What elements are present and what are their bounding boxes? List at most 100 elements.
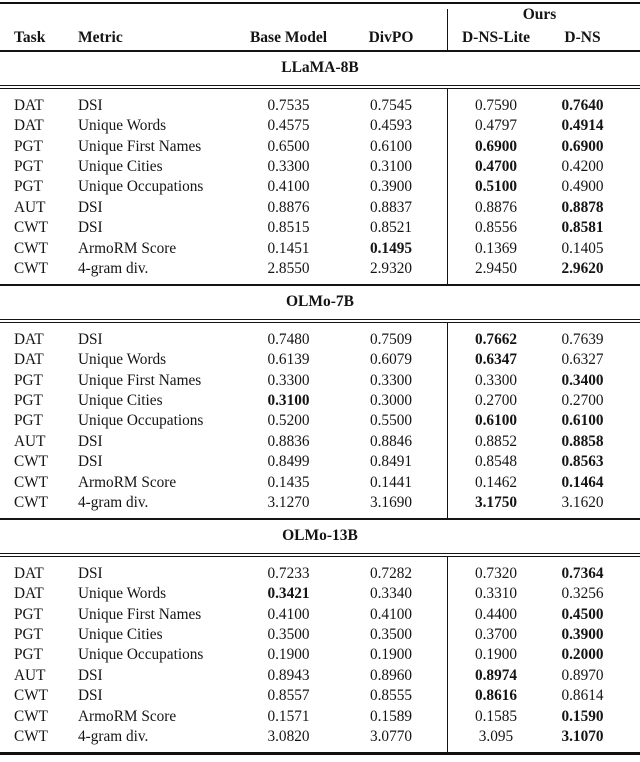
- value-cell-d-ns-lite: 0.8616: [474, 687, 518, 705]
- value-cell-d-ns: 0.4500: [561, 605, 604, 623]
- value-cell-base-model: 0.3421: [267, 585, 310, 603]
- value-cell-d-ns: 0.8581: [561, 219, 604, 237]
- value-cell-divpo: 0.3900: [369, 178, 413, 196]
- task-cell: CWT: [14, 494, 48, 511]
- table-row: PGT Unique Cities 0.3100 0.3000 0.2700 0.2700: [0, 391, 640, 411]
- value-cell-base-model: 0.1435: [267, 473, 310, 491]
- value-cell-divpo: 0.1495: [369, 239, 413, 257]
- header-rule: [0, 50, 640, 52]
- task-cell: PGT: [14, 158, 43, 176]
- task-cell: PGT: [14, 392, 43, 410]
- value-cell-base-model: 0.3300: [267, 158, 310, 176]
- value-cell-base-model: 3.0820: [267, 728, 310, 745]
- value-cell-divpo: 0.6100: [369, 137, 413, 155]
- task-cell: CWT: [14, 473, 48, 491]
- table-row: CWT 4-gram div. 3.1270 3.1690 3.1750 3.1620: [0, 493, 640, 513]
- value-cell-d-ns-lite: 0.3300: [474, 371, 518, 389]
- value-cell-base-model: 0.4575: [267, 117, 310, 135]
- value-cell-divpo: 0.8846: [369, 432, 413, 450]
- value-cell-d-ns-lite: 0.3310: [474, 585, 518, 603]
- task-cell: DAT: [14, 351, 44, 369]
- metric-cell: 4-gram div.: [78, 260, 149, 277]
- task-cell: CWT: [14, 453, 48, 471]
- metric-cell: Unique Words: [78, 117, 167, 135]
- section-title: LLaMA-8B: [281, 59, 359, 77]
- value-cell-d-ns-lite: 0.6347: [474, 351, 518, 369]
- metric-cell: Unique First Names: [78, 371, 202, 389]
- table-row: CWT DSI 0.8557 0.8555 0.8616 0.8614: [0, 686, 640, 706]
- value-cell-d-ns: 0.4200: [561, 158, 604, 176]
- table-row: DAT DSI 0.7535 0.7545 0.7590 0.7640: [0, 96, 640, 116]
- value-cell-base-model: 0.6500: [267, 137, 310, 155]
- value-cell-base-model: 0.1451: [267, 239, 310, 257]
- metric-cell: Unique Occupations: [78, 178, 204, 196]
- value-cell-d-ns-lite: 0.1462: [474, 473, 518, 491]
- task-cell: CWT: [14, 239, 48, 257]
- value-cell-divpo: 0.1900: [369, 646, 413, 664]
- top-rule: [0, 2, 640, 5]
- table-row: PGT Unique Cities 0.3300 0.3100 0.4700 0.4200: [0, 157, 640, 177]
- metric-cell: DSI: [78, 453, 103, 471]
- column-divider: [446, 89, 448, 285]
- task-cell: DAT: [14, 564, 44, 582]
- value-cell-d-ns: 0.6100: [561, 412, 604, 430]
- value-cell-d-ns-lite: 0.7662: [474, 330, 518, 348]
- metric-cell: DSI: [78, 666, 103, 684]
- value-cell-divpo: 0.1441: [369, 473, 413, 491]
- value-cell-base-model: 0.8557: [267, 687, 310, 705]
- task-cell: PGT: [14, 412, 43, 430]
- task-cell: PGT: [14, 371, 43, 389]
- value-cell-d-ns: 0.7639: [561, 330, 604, 348]
- table-row: AUT DSI 0.8943 0.8960 0.8974 0.8970: [0, 666, 640, 686]
- table-row: PGT Unique Occupations 0.5200 0.5500 0.6100 0…: [0, 411, 640, 431]
- value-cell-d-ns: 3.1070: [561, 728, 604, 745]
- table-row: PGT Unique First Names 0.4100 0.4100 0.4400 0…: [0, 605, 640, 625]
- value-cell-d-ns-lite: 0.3700: [474, 626, 518, 644]
- table-row: CWT DSI 0.8515 0.8521 0.8556 0.8581: [0, 218, 640, 238]
- value-cell-d-ns-lite: 0.4700: [474, 158, 518, 176]
- table-row: CWT ArmoRM Score 0.1435 0.1441 0.1462 0.1464: [0, 473, 640, 493]
- task-cell: AUT: [14, 432, 46, 450]
- column-divider: [446, 9, 448, 51]
- value-cell-divpo: 0.8837: [369, 198, 413, 216]
- value-cell-divpo: 2.9320: [369, 260, 413, 277]
- value-cell-divpo: 0.5500: [369, 412, 413, 430]
- value-cell-divpo: 3.1690: [369, 494, 413, 511]
- value-cell-d-ns: 0.8614: [561, 687, 604, 705]
- metric-cell: DSI: [78, 96, 103, 114]
- value-cell-d-ns-lite: 0.7590: [474, 96, 518, 114]
- value-cell-base-model: 0.3500: [267, 626, 310, 644]
- value-cell-d-ns: 0.8563: [561, 453, 604, 471]
- value-cell-base-model: 0.8943: [267, 666, 310, 684]
- column-divider: [446, 323, 448, 519]
- metric-cell: DSI: [78, 198, 103, 216]
- table-row: CWT ArmoRM Score 0.1451 0.1495 0.1369 0.1405: [0, 239, 640, 259]
- value-cell-d-ns: 3.1620: [561, 494, 604, 511]
- section-title: OLMo-13B: [282, 527, 358, 545]
- table-row: CWT ArmoRM Score 0.1571 0.1589 0.1585 0.1590: [0, 707, 640, 727]
- col-header-task: Task: [14, 29, 46, 47]
- task-cell: CWT: [14, 219, 48, 237]
- table-row: PGT Unique Occupations 0.1900 0.1900 0.1900 0…: [0, 645, 640, 665]
- metric-cell: Unique Occupations: [78, 646, 204, 664]
- table-row: PGT Unique First Names 0.3300 0.3300 0.3300 0…: [0, 371, 640, 391]
- col-header-d-ns-lite: D-NS-Lite: [461, 29, 531, 47]
- metric-cell: DSI: [78, 687, 103, 705]
- col-header-base-model: Base Model: [249, 29, 328, 47]
- value-cell-d-ns: 0.4900: [561, 178, 604, 196]
- section-rule: [0, 284, 640, 286]
- task-cell: CWT: [14, 260, 48, 277]
- col-header-d-ns: D-NS: [564, 29, 601, 47]
- value-cell-divpo: 0.3500: [369, 626, 413, 644]
- table-row: PGT Unique Occupations 0.4100 0.3900 0.5100 0…: [0, 177, 640, 197]
- metric-cell: Unique First Names: [78, 137, 202, 155]
- value-cell-base-model: 0.5200: [267, 412, 310, 430]
- double-rule: [0, 552, 640, 558]
- table-row: DAT DSI 0.7480 0.7509 0.7662 0.7639: [0, 330, 640, 350]
- value-cell-d-ns: 0.1405: [561, 239, 604, 257]
- value-cell-base-model: 0.4100: [267, 605, 310, 623]
- value-cell-base-model: 3.1270: [267, 494, 310, 511]
- value-cell-d-ns-lite: 0.1369: [474, 239, 518, 257]
- value-cell-d-ns-lite: 0.8876: [474, 198, 518, 216]
- value-cell-base-model: 0.8836: [267, 432, 310, 450]
